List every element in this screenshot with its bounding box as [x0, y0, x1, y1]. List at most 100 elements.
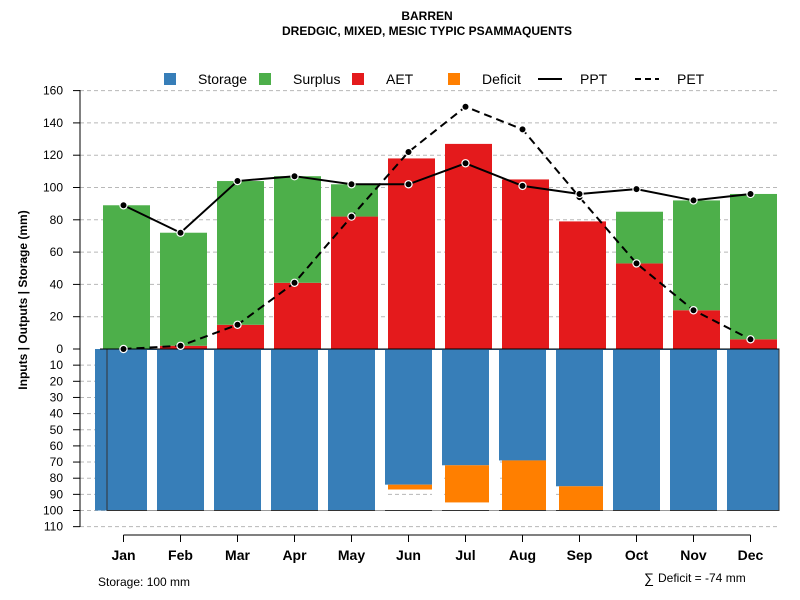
- storage-bar: [266, 349, 323, 511]
- aet-bar: [331, 216, 378, 349]
- storage-bar: [95, 349, 152, 511]
- x-tick-label: Apr: [282, 547, 307, 563]
- pet-point: [176, 341, 185, 350]
- pet-point: [746, 335, 755, 344]
- storage-separator: [147, 350, 157, 511]
- y-tick-label: 70: [50, 455, 64, 469]
- deficit-sum-symbol: ∑: [644, 570, 654, 586]
- ppt-point: [119, 201, 128, 210]
- y-tick-label: 90: [50, 487, 64, 501]
- storage-bar: [152, 349, 209, 511]
- x-tick-label: May: [338, 547, 365, 563]
- y-tick-label: 120: [43, 148, 63, 162]
- storage-bar: [323, 349, 380, 511]
- x-tick-label: Nov: [680, 547, 707, 563]
- y-tick-label: 100: [43, 504, 63, 518]
- aet-bar: [217, 324, 264, 349]
- storage-bar: [722, 349, 779, 511]
- y-tick-label: 110: [44, 520, 63, 534]
- ppt-point: [689, 196, 698, 205]
- x-tick-label: Feb: [168, 547, 193, 563]
- ppt-point: [233, 176, 242, 186]
- deficit-note: Deficit = -74 mm: [658, 571, 746, 585]
- deficit-bar: [559, 486, 606, 511]
- y-tick-label: 100: [43, 181, 63, 195]
- y-tick-label: 140: [43, 116, 63, 130]
- pet-point: [233, 320, 242, 329]
- storage-bar: [494, 349, 551, 461]
- x-tick-label: Aug: [509, 547, 536, 563]
- storage-separator: [660, 350, 670, 511]
- aet-bar: [388, 158, 435, 349]
- surplus-bar: [160, 232, 207, 346]
- y-tick-label: 80: [50, 213, 64, 227]
- pet-point: [518, 125, 527, 134]
- y-tick-label: 60: [50, 439, 64, 453]
- aet-bar: [274, 282, 321, 349]
- pet-point: [689, 306, 698, 315]
- legend-swatch: [352, 73, 364, 85]
- pet-point: [119, 344, 128, 354]
- y-tick-label: 20: [50, 310, 64, 324]
- aet-bar: [673, 310, 720, 349]
- storage-bar: [551, 349, 608, 487]
- ppt-point: [404, 180, 413, 189]
- storage-bar: [209, 349, 266, 511]
- surplus-bar: [616, 211, 663, 264]
- storage-separator: [546, 350, 556, 511]
- storage-separator: [318, 350, 328, 511]
- legend-label: Storage: [198, 71, 247, 87]
- storage-separator: [717, 350, 727, 511]
- y-tick-label: 40: [50, 277, 64, 291]
- y-tick-label: 80: [50, 471, 64, 485]
- legend-label: Deficit: [482, 71, 521, 87]
- ppt-point: [518, 181, 527, 191]
- legend-label: PPT: [580, 71, 608, 87]
- pet-point: [347, 212, 356, 221]
- storage-bar: [665, 349, 722, 511]
- deficit-bar: [445, 465, 492, 503]
- y-tick-label: 0: [56, 342, 63, 356]
- chart-title: BARREN: [401, 9, 452, 23]
- ppt-point: [176, 228, 185, 237]
- surplus-bar: [730, 193, 777, 340]
- y-tick-label: 50: [50, 423, 64, 437]
- aet-bar: [730, 339, 777, 349]
- y-tick-label: 10: [50, 358, 64, 372]
- storage-separator: [261, 350, 271, 511]
- y-tick-label: 160: [43, 84, 63, 98]
- surplus-bar: [673, 200, 720, 311]
- aet-bar: [502, 179, 549, 349]
- x-tick-label: Oct: [625, 547, 649, 563]
- series-lines: [119, 102, 755, 354]
- legend-swatch: [448, 73, 460, 85]
- x-tick-label: Jun: [396, 547, 421, 563]
- legend-swatch: [164, 73, 176, 85]
- bars: [95, 143, 780, 511]
- storage-bar: [380, 349, 437, 485]
- axes: 0 20 40 60 80 100 120 140 160 10 20 30 40 50 60 70 80 90 1…: [43, 84, 764, 563]
- x-tick-label: Sep: [567, 547, 593, 563]
- storage-separator: [489, 350, 499, 511]
- aet-bar: [616, 263, 663, 349]
- storage-separator: [375, 350, 385, 511]
- ppt-point: [347, 180, 356, 189]
- y-axis-label: Inputs | Outputs | Storage (mm): [16, 210, 30, 389]
- storage-bar: [437, 349, 494, 466]
- surplus-bar: [331, 184, 378, 217]
- legend-label: PET: [677, 71, 705, 87]
- storage-separator: [432, 350, 442, 511]
- legend: Storage Surplus AET Deficit PPT PET: [164, 71, 705, 87]
- storage-separator: [603, 350, 613, 511]
- ppt-point: [575, 189, 584, 199]
- chart-subtitle: DREDGIC, MIXED, MESIC TYPIC PSAMMAQUENTS: [282, 24, 572, 38]
- aet-bar: [559, 221, 606, 349]
- ppt-point: [632, 184, 641, 194]
- pet-line: [123, 105, 751, 350]
- ppt-line: [123, 162, 751, 234]
- pet-point: [290, 278, 299, 287]
- x-tick-label: Jul: [455, 547, 475, 563]
- ppt-point: [290, 171, 299, 181]
- legend-label: Surplus: [293, 71, 340, 87]
- storage-note: Storage: 100 mm: [98, 575, 190, 589]
